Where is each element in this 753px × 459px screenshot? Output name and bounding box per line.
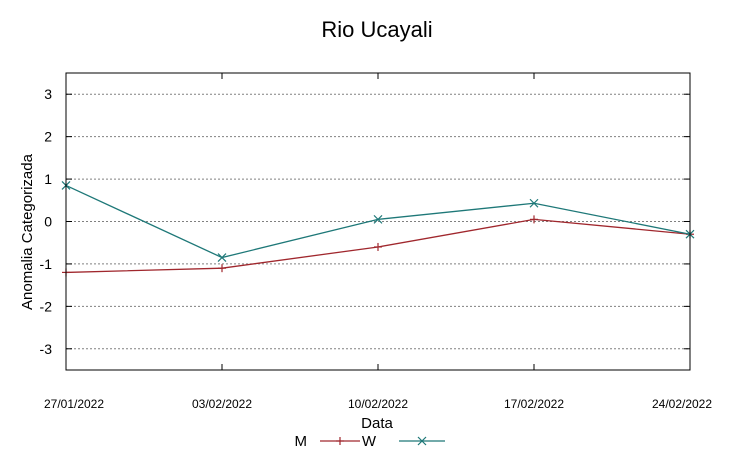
data-point <box>217 253 227 262</box>
y-tick-label: -1 <box>40 256 53 272</box>
data-point <box>218 264 226 273</box>
x-tick-label: 27/01/2022 <box>44 397 104 411</box>
y-tick-label: -3 <box>40 341 53 357</box>
x-tick-label: 17/02/2022 <box>504 397 564 411</box>
x-axis-label: Data <box>361 415 393 432</box>
y-tick-label: 1 <box>44 171 52 187</box>
y-axis-label: Anomalia Categorizada <box>19 153 36 310</box>
y-tick-label: 3 <box>44 86 52 102</box>
data-point <box>529 198 539 208</box>
y-tick-label: 0 <box>44 214 52 230</box>
data-point <box>374 242 382 251</box>
grid-layer <box>65 73 691 370</box>
data-point <box>417 436 427 446</box>
y-tick-labels: -3 -2 -1 0 1 2 3 <box>40 86 53 357</box>
data-point <box>373 214 383 224</box>
data-point <box>336 437 344 445</box>
data-point <box>530 215 538 224</box>
legend-label-M: M <box>295 433 308 450</box>
x-tick-label: 10/02/2022 <box>348 397 408 411</box>
x-tick-label: 03/02/2022 <box>192 397 252 411</box>
plot-frame <box>65 72 691 371</box>
chart-title: Rio Ucayali <box>321 17 432 42</box>
x-tick-label: 24/02/2022 <box>652 397 712 411</box>
series-layer <box>61 181 695 277</box>
y-tick-label: -2 <box>40 298 53 314</box>
y-tick-label: 2 <box>44 129 52 145</box>
legend-label-W: W <box>362 433 377 450</box>
x-tick-labels: 27/01/2022 03/02/2022 10/02/2022 17/02/2022… <box>44 397 712 411</box>
